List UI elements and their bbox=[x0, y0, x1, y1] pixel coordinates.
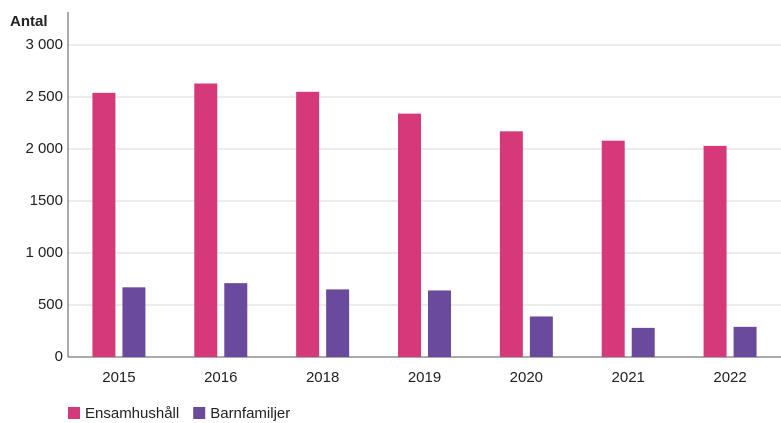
x-tick-label: 2015 bbox=[102, 369, 135, 386]
x-tick-label: 2019 bbox=[408, 369, 441, 386]
y-axis-label: Antal bbox=[10, 13, 48, 30]
bar bbox=[529, 316, 553, 357]
bar bbox=[224, 283, 248, 357]
x-tick-label: 2020 bbox=[510, 369, 543, 386]
bar bbox=[733, 326, 757, 357]
legend-swatch bbox=[68, 407, 80, 419]
bar bbox=[428, 290, 451, 357]
y-tick-label: 2 500 bbox=[25, 88, 63, 105]
bar bbox=[92, 92, 116, 357]
legend-swatch bbox=[193, 407, 206, 419]
y-tick-label: 1500 bbox=[30, 192, 63, 209]
bar bbox=[326, 289, 350, 357]
x-tick-label: 2022 bbox=[713, 369, 746, 386]
legend-label: Ensamhushåll bbox=[85, 405, 179, 422]
y-tick-label: 2 000 bbox=[25, 140, 63, 157]
y-tick-label: 500 bbox=[38, 296, 63, 313]
x-tick-label: 2018 bbox=[306, 369, 339, 386]
bar bbox=[703, 145, 727, 357]
x-tick-label: 2016 bbox=[204, 369, 237, 386]
bar bbox=[398, 113, 421, 357]
bar bbox=[631, 327, 655, 357]
bar bbox=[122, 287, 146, 357]
y-tick-label: 0 bbox=[55, 348, 63, 365]
bar bbox=[194, 83, 218, 357]
y-tick-label: 1 000 bbox=[25, 244, 63, 261]
legend-label: Barnfamiljer bbox=[210, 405, 290, 422]
bar bbox=[296, 91, 320, 358]
y-tick-label: 3 000 bbox=[25, 36, 63, 53]
x-tick-label: 2021 bbox=[612, 369, 645, 386]
bar bbox=[601, 140, 625, 357]
bar bbox=[499, 131, 523, 357]
